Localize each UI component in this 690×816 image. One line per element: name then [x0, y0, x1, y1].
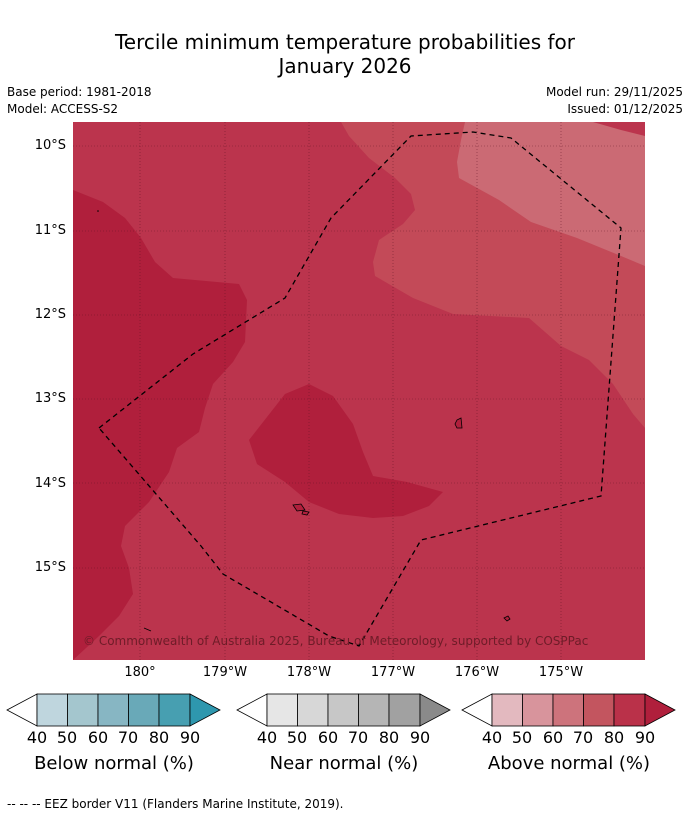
- graticule: [73, 122, 645, 660]
- colorbar-swatch: [491, 693, 523, 727]
- base-period: Base period: 1981-2018: [7, 85, 152, 99]
- tick-label: 60: [317, 728, 339, 747]
- island-tutuila: [454, 417, 463, 429]
- colorbar-swatch: [297, 693, 329, 727]
- tick-label: 80: [378, 728, 400, 747]
- colorbar-above-graphic: [461, 693, 676, 727]
- title-line-2: January 2026: [278, 54, 412, 78]
- colorbar-near-label: Near normal (%): [269, 753, 419, 774]
- copyright-notice: © Commonwealth of Australia 2025, Bureau…: [83, 634, 588, 648]
- island-savaii: [292, 503, 306, 512]
- region-90-center: [249, 384, 443, 518]
- colorbar-swatch: [36, 693, 68, 727]
- colorbar-swatch: [266, 693, 298, 727]
- tick-label: 90: [179, 728, 201, 747]
- eez-legend-note: -- -- -- EEZ border V11 (Flanders Marine…: [7, 797, 344, 811]
- tick-label: 70: [347, 728, 369, 747]
- lon-label: 180°: [124, 665, 156, 680]
- lat-label: 15°S: [34, 560, 66, 575]
- probability-map: © Commonwealth of Australia 2025, Bureau…: [73, 122, 645, 660]
- tick-label: 50: [56, 728, 78, 747]
- tick-label: 50: [511, 728, 533, 747]
- colorbar-near-graphic: [236, 693, 451, 727]
- tick-label: 90: [409, 728, 431, 747]
- colorbar-swatch: [97, 693, 129, 727]
- tick-label: 60: [542, 728, 564, 747]
- colorbar-swatch: [419, 693, 451, 727]
- tick-label: 40: [256, 728, 278, 747]
- colorbar-swatch: [158, 693, 191, 727]
- colorbar-swatch: [522, 693, 554, 727]
- chart-title: Tercile minimum temperature probabilitie…: [0, 30, 690, 78]
- tick-label: 40: [26, 728, 48, 747]
- issued-date: Issued: 01/12/2025: [567, 102, 683, 116]
- colorbar-swatch: [358, 693, 390, 727]
- lat-label: 13°S: [34, 391, 66, 406]
- tick-label: 70: [572, 728, 594, 747]
- meta-left: Base period: 1981-2018 Model: ACCESS-S2: [7, 84, 152, 118]
- lon-label: 178°W: [286, 665, 332, 680]
- colorbar-swatch: [327, 693, 359, 727]
- colorbar-below-graphic: [6, 693, 221, 727]
- region-60-ne: [457, 122, 645, 266]
- lon-label: 177°W: [370, 665, 416, 680]
- model-name: Model: ACCESS-S2: [7, 102, 119, 116]
- island-upolu: [301, 510, 310, 516]
- region-90-west: [73, 190, 247, 660]
- colorbar-swatch: [644, 693, 676, 727]
- island-small-se: [503, 615, 511, 622]
- colorbar-swatch: [613, 693, 646, 727]
- colorbar-swatch: [583, 693, 615, 727]
- lon-label: 176°W: [454, 665, 500, 680]
- colorbar-swatch: [189, 693, 221, 727]
- lat-label: 12°S: [34, 307, 66, 322]
- lon-label: 179°W: [202, 665, 248, 680]
- eez-border: [98, 131, 622, 647]
- colorbar-below-label: Below normal (%): [34, 753, 194, 774]
- lat-label: 14°S: [34, 476, 66, 491]
- region-80-corner: [593, 122, 645, 136]
- colorbar-swatch: [67, 693, 99, 727]
- colorbar-swatch: [388, 693, 421, 727]
- colorbar-swatch: [552, 693, 584, 727]
- meta-right: Model run: 29/11/2025 Issued: 01/12/2025: [546, 84, 683, 118]
- tick-label: 80: [603, 728, 625, 747]
- lat-label: 10°S: [34, 138, 66, 153]
- colorbar-swatch: [128, 693, 160, 727]
- tick-label: 60: [87, 728, 109, 747]
- colorbar-above-label: Above normal (%): [487, 753, 651, 774]
- lon-label: 175°W: [538, 665, 584, 680]
- tick-label: 90: [634, 728, 656, 747]
- island-dot-nw: [97, 210, 99, 212]
- tick-label: 40: [481, 728, 503, 747]
- tick-label: 50: [286, 728, 308, 747]
- island-small-sw: [143, 627, 152, 632]
- lat-label: 11°S: [34, 223, 66, 238]
- tick-label: 80: [148, 728, 170, 747]
- tick-label: 70: [117, 728, 139, 747]
- model-run: Model run: 29/11/2025: [545, 85, 683, 99]
- title-line-1: Tercile minimum temperature probabilitie…: [114, 30, 576, 54]
